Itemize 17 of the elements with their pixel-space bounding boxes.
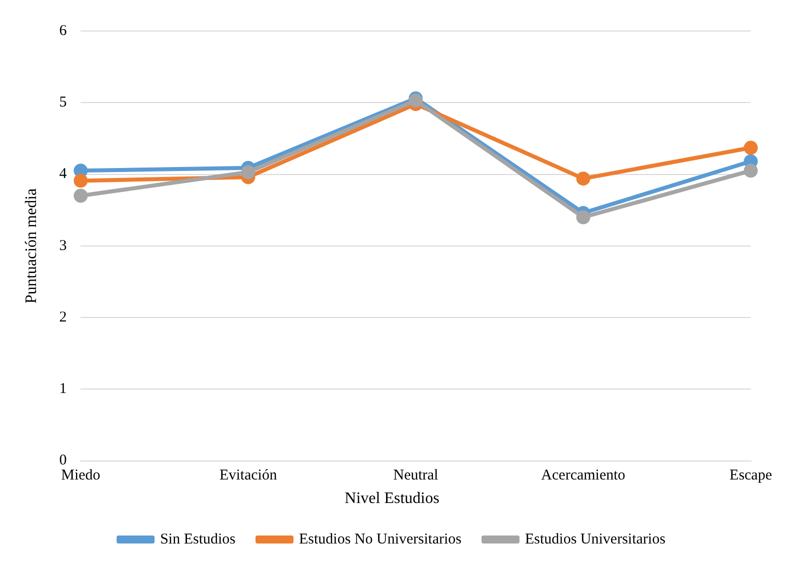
x-tick-label: Miedo bbox=[61, 468, 100, 484]
y-tick-label: 1 bbox=[59, 381, 67, 398]
y-tick-label: 4 bbox=[59, 166, 68, 182]
x-tick-label: Evitación bbox=[219, 468, 278, 484]
y-tick-label: 5 bbox=[59, 94, 67, 111]
x-tick-label: Escape bbox=[730, 468, 772, 484]
y-tick-label: 0 bbox=[59, 452, 67, 469]
y-axis-title: Puntuación media bbox=[22, 188, 40, 304]
y-tick-label: 2 bbox=[59, 309, 67, 326]
x-tick-label: Acercamiento bbox=[541, 468, 626, 484]
x-tick-label: Neutral bbox=[393, 468, 438, 484]
legend-title: Nivel Estudios bbox=[344, 490, 440, 508]
y-tick-label: 6 bbox=[59, 22, 68, 39]
y-tick-label: 3 bbox=[59, 238, 67, 254]
legend-label: Sin Estudios bbox=[160, 531, 236, 548]
legend-label: Estudios No Universitarios bbox=[299, 531, 462, 548]
legend-label: Estudios Universitarios bbox=[525, 531, 666, 548]
